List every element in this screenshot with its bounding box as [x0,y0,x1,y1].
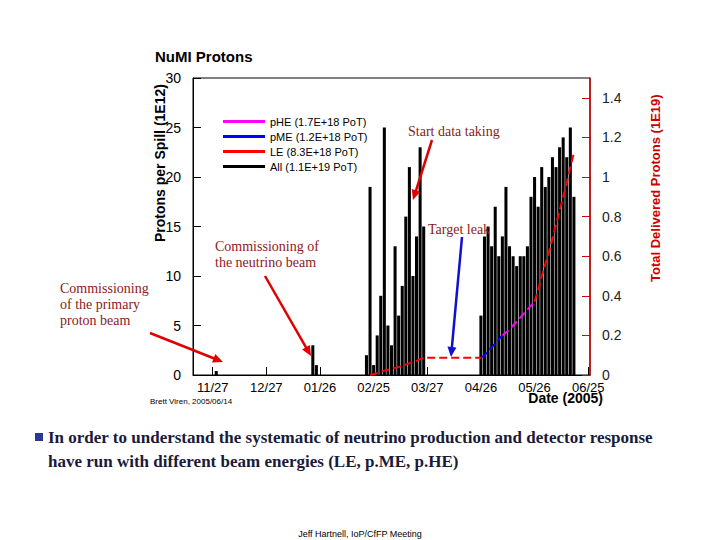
svg-text:Commissioning of: Commissioning of [215,239,319,254]
svg-text:1.4: 1.4 [602,90,622,106]
svg-text:0.6: 0.6 [602,248,622,264]
svg-text:All (1.1E+19 PoT): All (1.1E+19 PoT) [270,161,357,173]
svg-text:5: 5 [173,318,181,334]
svg-text:1.2: 1.2 [602,129,622,145]
svg-text:15: 15 [165,219,181,235]
svg-text:0: 0 [173,367,181,383]
svg-text:05/26: 05/26 [518,380,551,395]
svg-text:0.8: 0.8 [602,209,622,225]
svg-text:0.4: 0.4 [602,288,622,304]
svg-text:30: 30 [165,70,181,86]
svg-text:0.2: 0.2 [602,327,622,343]
svg-text:In order to understand the sys: In order to understand the systematic of… [48,428,657,447]
svg-text:Protons per Spill (1E12): Protons per Spill (1E12) [152,84,168,242]
svg-text:03/27: 03/27 [411,380,444,395]
svg-text:Brett Viren, 2005/06/14: Brett Viren, 2005/06/14 [150,397,233,406]
svg-text:01/26: 01/26 [304,380,337,395]
svg-text:Target leak: Target leak [428,222,490,237]
svg-text:12/27: 12/27 [250,380,283,395]
svg-text:proton beam: proton beam [60,313,130,328]
svg-text:Commissioning: Commissioning [60,281,149,296]
svg-text:1: 1 [602,169,610,185]
svg-text:have run with different beam e: have run with different beam energies (L… [48,452,459,471]
svg-text:04/26: 04/26 [465,380,498,395]
svg-text:11/27: 11/27 [197,380,229,395]
svg-text:Jeff Hartnell, IoP/CfFP Meetin: Jeff Hartnell, IoP/CfFP Meeting [298,529,422,539]
svg-text:0: 0 [602,367,610,383]
svg-text:10: 10 [165,268,181,284]
svg-text:20: 20 [165,169,181,185]
svg-text:pHE (1.7E+18 PoT): pHE (1.7E+18 PoT) [270,116,366,128]
svg-text:the neutrino beam: the neutrino beam [215,255,316,270]
svg-text:LE (8.3E+18 PoT): LE (8.3E+18 PoT) [270,146,358,158]
svg-text:of the primary: of the primary [60,297,140,312]
svg-text:pME (1.2E+18 PoT): pME (1.2E+18 PoT) [270,131,368,143]
svg-text:Date (2005): Date (2005) [528,390,603,406]
svg-text:NuMI Protons: NuMI Protons [155,48,253,65]
svg-text:Total Delivered Protons (1E19): Total Delivered Protons (1E19) [648,94,663,282]
svg-text:25: 25 [165,120,181,136]
svg-text:Start data taking: Start data taking [408,124,500,139]
svg-text:02/25: 02/25 [357,380,390,395]
svg-text:06/25: 06/25 [572,380,605,395]
